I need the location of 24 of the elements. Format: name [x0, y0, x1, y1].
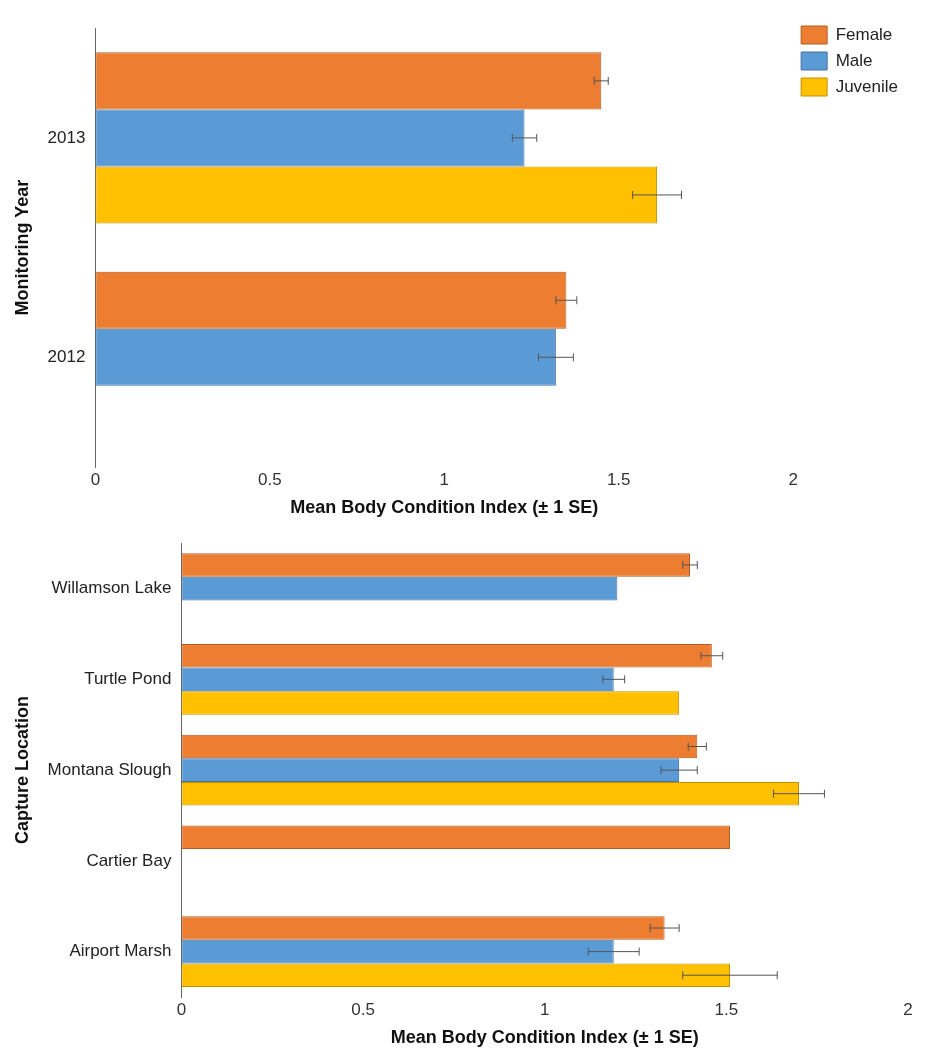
x-tick-label: 1.5: [606, 469, 631, 489]
y-axis-title: Monitoring Year: [11, 179, 32, 316]
x-tick-label: 0: [90, 469, 101, 489]
y-axis-title: Capture Location: [11, 696, 32, 845]
x-tick-label: 2: [788, 469, 798, 489]
x-tick-label: 1: [439, 469, 450, 489]
x-tick-label: 0: [176, 999, 187, 1019]
x-tick-label: 1.5: [714, 999, 739, 1019]
legend-label: Female: [835, 24, 893, 44]
y-tick-label: Airport Marsh: [69, 941, 172, 961]
legend-label: Juvenile: [835, 76, 898, 96]
y-tick-label: 2012: [47, 346, 86, 366]
legend-label: Male: [835, 50, 873, 70]
x-axis-title: Mean Body Condition Index (± 1 SE): [390, 1027, 699, 1048]
y-tick-label: Turtle Pond: [84, 669, 172, 689]
y-tick-label: Montana Slough: [47, 759, 172, 779]
x-tick-label: 2: [903, 999, 913, 1019]
x-tick-label: 0.5: [258, 469, 282, 489]
x-tick-label: 0.5: [351, 999, 375, 1019]
y-tick-label: Willamson Lake: [51, 578, 172, 598]
x-axis-title: Mean Body Condition Index (± 1 SE): [290, 497, 599, 518]
x-tick-label: 1: [539, 999, 550, 1019]
y-tick-label: Cartier Bay: [86, 850, 172, 870]
y-tick-label: 2013: [47, 127, 86, 147]
